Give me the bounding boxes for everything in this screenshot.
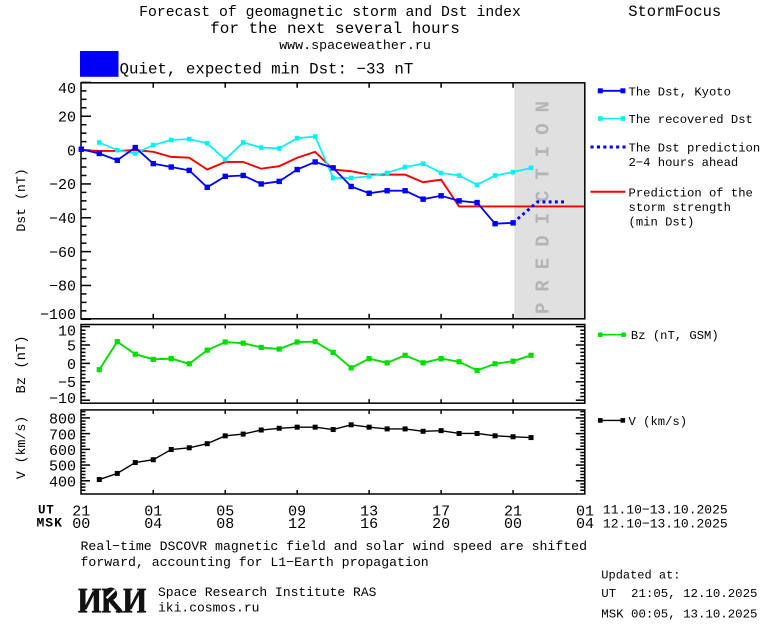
svg-text:Bz (nT): Bz (nT) bbox=[14, 336, 30, 394]
svg-text:MSK 00:05, 13.10.2025: MSK 00:05, 13.10.2025 bbox=[601, 608, 757, 621]
svg-text:V (km/s): V (km/s) bbox=[629, 415, 688, 429]
svg-text:Space Research Institute RAS: Space Research Institute RAS bbox=[158, 585, 377, 600]
svg-text:storm strength: storm strength bbox=[629, 201, 731, 215]
svg-text:−5: −5 bbox=[58, 375, 76, 392]
svg-text:Dst (nT): Dst (nT) bbox=[14, 168, 29, 231]
svg-text:for the next several hours: for the next several hours bbox=[210, 20, 460, 38]
svg-text:5: 5 bbox=[67, 338, 76, 355]
svg-text:The Dst, Kyoto: The Dst, Kyoto bbox=[629, 85, 731, 99]
svg-text:500: 500 bbox=[49, 459, 76, 476]
svg-text:−100: −100 bbox=[40, 307, 76, 324]
svg-text:800: 800 bbox=[49, 412, 76, 429]
svg-text:−40: −40 bbox=[49, 211, 76, 228]
svg-text:UT 21:05, 12.10.2025: UT 21:05, 12.10.2025 bbox=[601, 587, 757, 601]
svg-text:11.10−13.10.2025: 11.10−13.10.2025 bbox=[603, 502, 728, 517]
svg-text:(min Dst): (min Dst) bbox=[629, 215, 695, 229]
svg-text:V (km/s): V (km/s) bbox=[14, 416, 29, 479]
svg-text:MSK: MSK bbox=[37, 515, 63, 530]
svg-text:2−4 hours ahead: 2−4 hours ahead bbox=[629, 156, 739, 170]
svg-text:−80: −80 bbox=[49, 279, 76, 296]
svg-text:08: 08 bbox=[216, 516, 234, 533]
svg-text:12.10−13.10.2025: 12.10−13.10.2025 bbox=[603, 516, 728, 531]
svg-text:The Dst prediction: The Dst prediction bbox=[629, 141, 760, 155]
svg-text:Forecast of geomagnetic storm: Forecast of geomagnetic storm and Dst in… bbox=[139, 5, 521, 21]
svg-text:20: 20 bbox=[432, 516, 450, 533]
svg-text:−20: −20 bbox=[49, 177, 76, 194]
svg-text:−60: −60 bbox=[49, 245, 76, 262]
svg-text:12: 12 bbox=[288, 516, 306, 533]
svg-text:Bz (nT, GSM): Bz (nT, GSM) bbox=[631, 329, 719, 343]
svg-text:40: 40 bbox=[58, 81, 76, 98]
svg-text:400: 400 bbox=[49, 474, 76, 491]
svg-text:20: 20 bbox=[58, 110, 76, 127]
svg-text:600: 600 bbox=[49, 443, 76, 460]
svg-text:700: 700 bbox=[49, 427, 76, 444]
svg-text:0: 0 bbox=[67, 143, 76, 160]
svg-text:The recovered Dst: The recovered Dst bbox=[629, 113, 753, 127]
svg-text:Real−time DSCOVR magnetic fiel: Real−time DSCOVR magnetic field and sola… bbox=[81, 539, 587, 554]
svg-text:Prediction of the: Prediction of the bbox=[629, 186, 753, 200]
svg-text:www.spaceweather.ru: www.spaceweather.ru bbox=[279, 38, 431, 53]
svg-text:00: 00 bbox=[72, 516, 90, 533]
svg-text:00: 00 bbox=[504, 516, 522, 533]
svg-text:−10: −10 bbox=[49, 391, 76, 408]
svg-text:04: 04 bbox=[576, 516, 594, 533]
svg-text:04: 04 bbox=[144, 516, 162, 533]
svg-text:0: 0 bbox=[67, 357, 76, 374]
svg-text:forward, accounting for L1−Ear: forward, accounting for L1−Earth propaga… bbox=[81, 555, 429, 570]
svg-text:iki.cosmos.ru: iki.cosmos.ru bbox=[158, 601, 259, 616]
svg-text:16: 16 bbox=[360, 516, 378, 533]
svg-text:StormFocus: StormFocus bbox=[628, 3, 721, 21]
svg-text:Quiet, expected min Dst: −33 n: Quiet, expected min Dst: −33 nT bbox=[120, 61, 414, 79]
svg-text:Updated at:: Updated at: bbox=[601, 569, 680, 583]
